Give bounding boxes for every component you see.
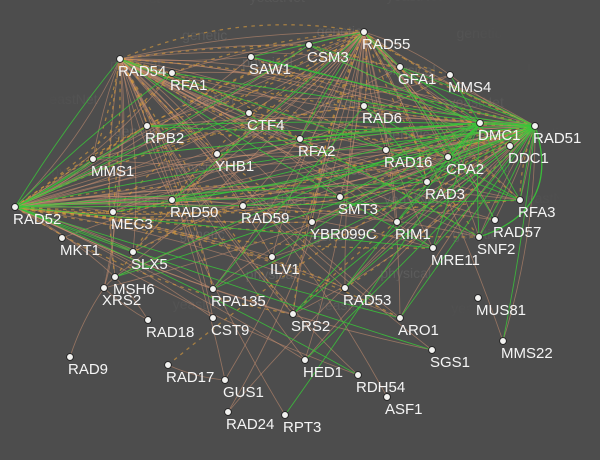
svg-text:MRE11: MRE11	[431, 252, 480, 269]
svg-text:SGS1: SGS1	[430, 354, 470, 371]
svg-text:ILV1: ILV1	[270, 261, 300, 278]
svg-text:RAD24: RAD24	[226, 416, 274, 433]
svg-text:YHB1: YHB1	[215, 158, 254, 175]
svg-text:ASF1: ASF1	[385, 401, 423, 418]
svg-text:HED1: HED1	[303, 364, 343, 381]
svg-text:RAD59: RAD59	[241, 210, 289, 227]
svg-text:SNF2: SNF2	[477, 241, 515, 258]
svg-text:GUS1: GUS1	[223, 384, 264, 401]
svg-text:RFA3: RFA3	[518, 204, 556, 221]
svg-text:RAD6: RAD6	[362, 110, 402, 127]
svg-text:MUS81: MUS81	[476, 302, 526, 319]
svg-text:RAD9: RAD9	[68, 361, 108, 378]
svg-text:RAD53: RAD53	[343, 292, 391, 309]
svg-text:RFA1: RFA1	[170, 77, 208, 94]
svg-text:RAD57: RAD57	[493, 224, 541, 241]
svg-text:ARO1: ARO1	[398, 322, 439, 339]
svg-text:SLX5: SLX5	[131, 256, 168, 273]
svg-text:SMT3: SMT3	[338, 201, 378, 218]
svg-text:RPB2: RPB2	[145, 130, 184, 147]
svg-text:XRS2: XRS2	[102, 292, 141, 309]
svg-text:RDH54: RDH54	[356, 379, 405, 396]
svg-text:CST9: CST9	[211, 322, 249, 339]
svg-text:RAD51: RAD51	[533, 130, 581, 147]
svg-text:MKT1: MKT1	[60, 242, 100, 259]
svg-text:RFA2: RFA2	[298, 143, 336, 160]
svg-text:SRS2: SRS2	[291, 318, 330, 335]
svg-text:SAW1: SAW1	[249, 61, 291, 78]
svg-text:RAD18: RAD18	[146, 324, 194, 341]
svg-text:RAD54: RAD54	[118, 63, 166, 80]
svg-text:RAD16: RAD16	[384, 154, 432, 171]
svg-text:RPT3: RPT3	[283, 419, 321, 436]
svg-text:DDC1: DDC1	[508, 150, 549, 167]
svg-text:DMC1: DMC1	[478, 127, 521, 144]
svg-text:MEC3: MEC3	[111, 216, 153, 233]
svg-text:RAD17: RAD17	[166, 369, 214, 386]
svg-text:RPA135: RPA135	[211, 293, 266, 310]
svg-text:GFA1: GFA1	[398, 71, 436, 88]
svg-text:MMS1: MMS1	[91, 163, 134, 180]
svg-text:RIM1: RIM1	[395, 226, 431, 243]
svg-text:YBR099C: YBR099C	[310, 226, 377, 243]
svg-text:RAD55: RAD55	[362, 36, 410, 53]
svg-text:MMS22: MMS22	[501, 345, 553, 362]
svg-text:CPA2: CPA2	[446, 161, 484, 178]
svg-text:RAD52: RAD52	[13, 211, 61, 228]
svg-text:CTF4: CTF4	[247, 117, 285, 134]
svg-text:MMS4: MMS4	[448, 79, 491, 96]
svg-text:RAD3: RAD3	[425, 186, 465, 203]
svg-text:CSM3: CSM3	[307, 49, 349, 66]
svg-text:RAD50: RAD50	[170, 204, 218, 221]
